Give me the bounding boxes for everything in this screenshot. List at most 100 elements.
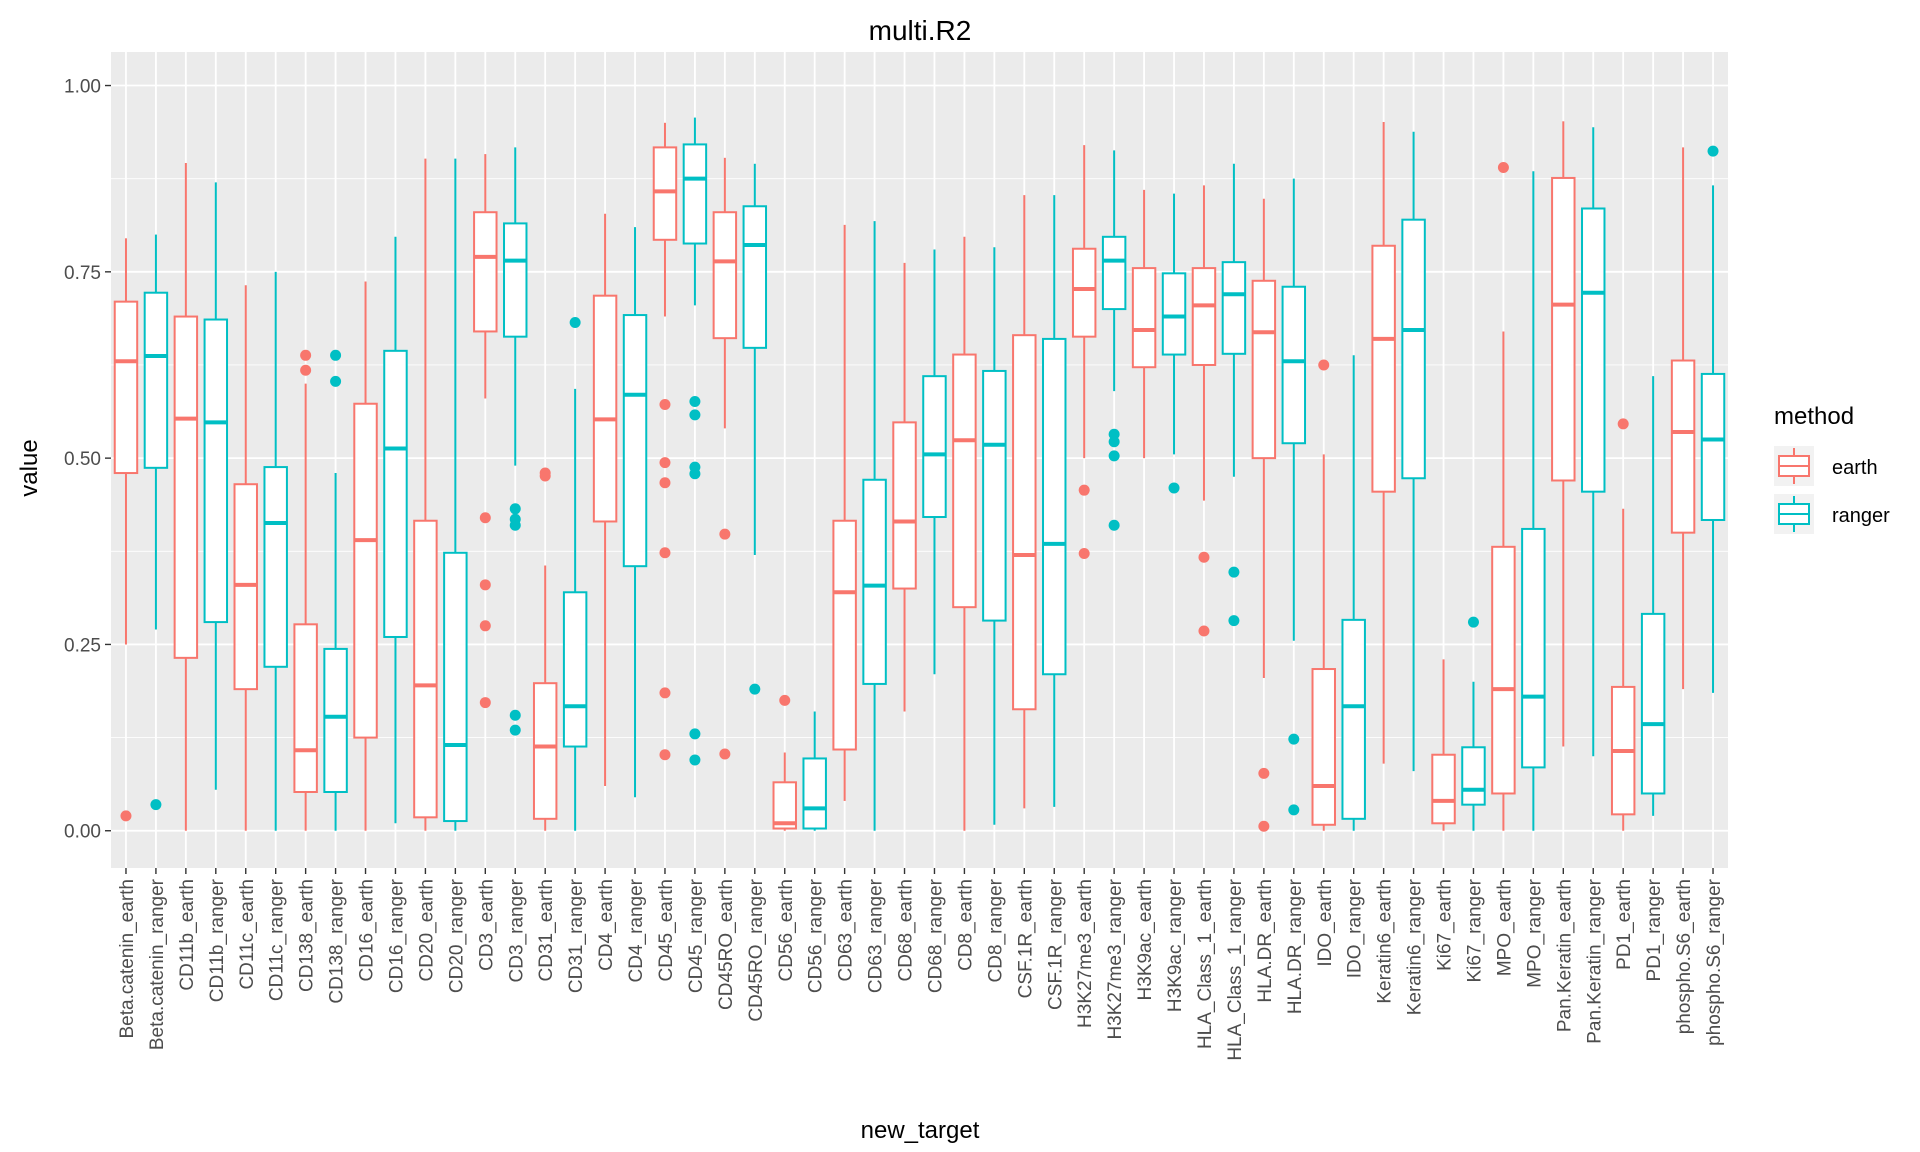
outlier-point [330, 349, 342, 361]
box-body [1191, 267, 1217, 366]
outlier-point [1198, 625, 1210, 637]
box-body [1101, 235, 1127, 311]
y-tick-label: 0.75 [64, 263, 101, 284]
outlier-point [1318, 359, 1330, 371]
box-body [592, 294, 618, 523]
box-body [952, 353, 977, 609]
box-body [832, 519, 857, 751]
box-CD45_earth [652, 122, 678, 761]
y-tick-label: 1.00 [64, 77, 101, 98]
box-body [1401, 218, 1426, 480]
x-tick-label: CD63_ranger [866, 878, 887, 993]
outlier-point [1228, 615, 1240, 627]
legend-entries: earth ranger [1774, 446, 1890, 534]
x-tick-label: IDO_ranger [1345, 878, 1366, 978]
y-tick-label: 0.00 [64, 822, 101, 843]
box-Ki67_earth [1431, 659, 1456, 831]
outlier-point [689, 409, 701, 421]
box-body [922, 375, 947, 519]
box-Ki67_ranger [1461, 616, 1486, 831]
legend: method earth ranger [1774, 403, 1890, 534]
box-CD45_ranger [682, 117, 708, 766]
x-axis-label: new_target [861, 1117, 980, 1144]
box-body [862, 478, 887, 685]
outlier-point [689, 754, 701, 766]
outlier-point [150, 799, 162, 811]
box-CD138_ranger [323, 349, 348, 831]
box-body [1461, 746, 1486, 806]
box-CD31_ranger [562, 317, 588, 831]
x-tick-label: CD3_ranger [506, 878, 527, 982]
outlier-point [689, 396, 701, 408]
box-Beta.catenin_earth [113, 238, 139, 822]
legend-item-ranger: ranger [1774, 494, 1890, 534]
outlier-point [659, 477, 671, 489]
x-tick-label: CD63_earth [836, 879, 857, 981]
plot-panel: 0.00 0.25 0.50 0.75 1.00 Beta.catenin_earth Be… [64, 52, 1728, 1061]
box-CD3_earth [473, 154, 498, 709]
x-tick-label: CD4_earth [596, 879, 617, 971]
box-body [1521, 527, 1546, 769]
x-tick-label: CD68_ranger [925, 878, 946, 993]
outlier-point [1288, 804, 1300, 816]
box-body [293, 623, 318, 793]
legend-item-earth: earth [1774, 446, 1878, 486]
box-body [263, 466, 288, 668]
x-tick-label: CD45_earth [656, 879, 677, 981]
box-CD63_earth [832, 224, 857, 801]
x-tick-label: CSF.1R_earth [1015, 879, 1036, 998]
x-tick-label: HLA.DR_ranger [1285, 878, 1306, 1014]
outlier-point [1467, 616, 1479, 628]
x-tick-label: H3K27me3_ranger [1105, 878, 1126, 1039]
outlier-point [1078, 548, 1090, 560]
box-body [982, 369, 1007, 622]
x-tick-label: CD11c_earth [237, 879, 258, 990]
x-tick-label: CD11c_ranger [267, 878, 288, 1001]
x-tick-label: CD138_earth [297, 879, 318, 992]
box-phospho.S6_earth [1670, 147, 1696, 690]
box-body [1491, 545, 1516, 795]
outlier-point [509, 709, 521, 721]
box-HLA_Class_1_earth [1191, 185, 1217, 637]
outlier-point [689, 468, 701, 480]
outlier-point [479, 697, 491, 709]
outlier-point [300, 364, 312, 376]
box-body [1341, 618, 1366, 820]
y-axis-label: value [16, 439, 43, 496]
box-body [113, 300, 139, 475]
box-CD56_ranger [802, 711, 827, 831]
x-tick-label: Ki67_ranger [1464, 878, 1485, 982]
outlier-point [479, 620, 491, 632]
x-tick-label: CD31_ranger [566, 878, 587, 993]
chart-title: multi.R2 [869, 15, 972, 46]
box-Pan.Keratin_earth [1551, 121, 1576, 747]
outlier-point [749, 683, 761, 695]
box-body [1371, 244, 1396, 493]
box-Pan.Keratin_ranger [1581, 127, 1606, 757]
box-HLA.DR_earth [1251, 198, 1277, 832]
box-body [1670, 359, 1696, 534]
x-tick-label: H3K27me3_earth [1075, 879, 1096, 1028]
box-body [1251, 279, 1277, 460]
x-tick-label: CD3_earth [476, 879, 497, 971]
outlier-point [719, 528, 731, 540]
x-tick-label: CD16_earth [357, 879, 378, 981]
outlier-point [1108, 436, 1120, 448]
x-tick-label: CD56_ranger [806, 878, 827, 993]
outlier-point [1108, 519, 1120, 531]
box-body [1581, 207, 1606, 493]
box-HLA.DR_ranger [1281, 178, 1307, 816]
x-tick-label: PD1_ranger [1644, 878, 1665, 981]
box-H3K9ac_earth [1131, 189, 1157, 459]
x-tick-label: Keratin6_ranger [1405, 878, 1426, 1015]
box-body [173, 315, 199, 659]
legend-label: earth [1832, 457, 1878, 479]
box-body [473, 211, 498, 333]
outlier-point [1707, 145, 1719, 157]
box-H3K9ac_ranger [1161, 193, 1187, 494]
box-Keratin6_ranger [1401, 131, 1426, 772]
box-body [413, 519, 438, 819]
outlier-point [1258, 820, 1270, 832]
outlier-point [479, 512, 491, 524]
